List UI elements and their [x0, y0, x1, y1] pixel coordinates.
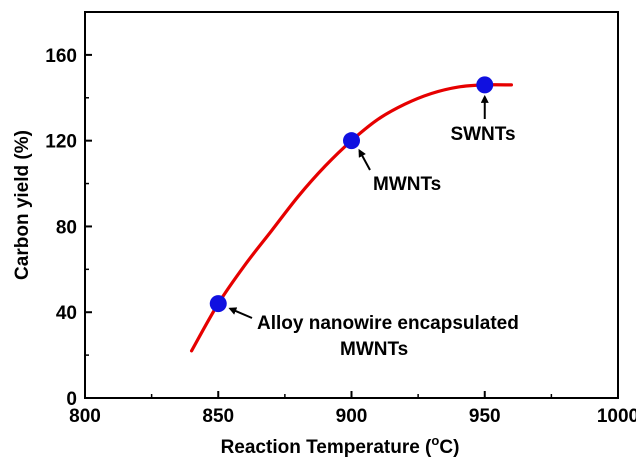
- y-axis-label: Carbon yield (%): [12, 130, 33, 280]
- series-layer: [190, 76, 513, 353]
- y-tick-label: 0: [66, 389, 77, 410]
- x-tick-label: 950: [469, 406, 501, 427]
- x-axis-label-degree: o: [431, 433, 439, 448]
- x-axis-ticks: 800 850 900 950 1000: [69, 391, 636, 427]
- annotation-layer: Alloy nanowire encapsulated MWNTs MWNTs SWN…: [228, 94, 519, 360]
- annotation-label: MWNTs: [373, 174, 441, 195]
- x-tick-label: 900: [336, 406, 368, 427]
- x-axis-label-unit: C): [439, 437, 459, 458]
- data-point: [343, 132, 360, 150]
- x-axis-label: Reaction Temperature (oC): [221, 433, 460, 458]
- annotation-label: MWNTs: [340, 339, 408, 360]
- data-point: [209, 295, 227, 313]
- y-tick-label: 40: [56, 303, 77, 324]
- y-axis-ticks: 0 40 80 120 160: [45, 46, 92, 410]
- y-tick-label: 80: [56, 217, 77, 238]
- x-tick-label: 800: [69, 406, 101, 427]
- y-tick-label: 160: [45, 46, 77, 67]
- x-tick-label: 850: [202, 406, 234, 427]
- x-tick-label: 1000: [597, 406, 636, 427]
- annotation-label: Alloy nanowire encapsulated: [257, 313, 519, 334]
- annotation-arrow: [228, 307, 253, 319]
- y-tick-label: 120: [45, 132, 77, 153]
- data-point: [476, 76, 494, 94]
- annotation-arrow: [358, 148, 371, 171]
- x-axis-label-main: Reaction Temperature (: [221, 437, 432, 458]
- annotation-label: SWNTs: [450, 124, 515, 145]
